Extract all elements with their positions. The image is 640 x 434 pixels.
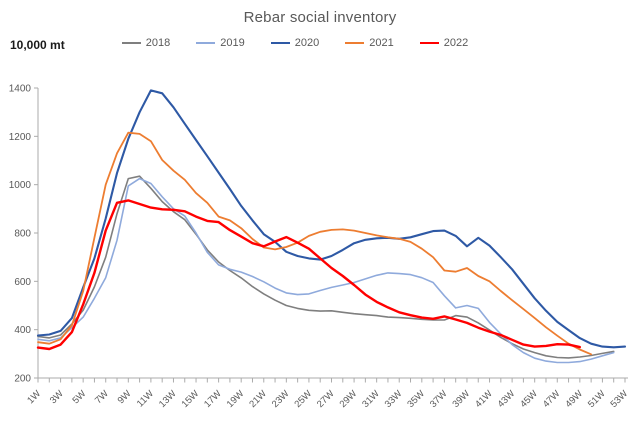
legend-swatch-2018 <box>121 42 141 44</box>
x-tick-label: 25W <box>292 388 314 410</box>
x-tick-label: 49W <box>563 388 585 410</box>
x-tick-label: 29W <box>338 388 360 410</box>
x-tick-label: 17W <box>202 388 224 410</box>
x-tick-label: 13W <box>157 388 179 410</box>
x-tick-label: 35W <box>405 388 427 410</box>
y-tick-label: 400 <box>14 325 31 336</box>
legend-label-2019: 2019 <box>220 37 245 49</box>
legend-label-2018: 2018 <box>145 37 171 49</box>
x-tick-label: 5W <box>70 388 88 406</box>
y-tick-label: 200 <box>14 374 31 385</box>
unit-label: 10,000 mt <box>10 38 65 52</box>
x-tick-label: 15W <box>180 388 202 410</box>
x-tick-label: 43W <box>496 388 518 410</box>
chart-title: Rebar social inventory <box>243 9 397 26</box>
legend-item-2020: 2020 <box>270 37 320 49</box>
legend-item-2022: 2022 <box>419 37 469 49</box>
legend-swatch-2022 <box>419 42 439 44</box>
legend-label-2022: 2022 <box>443 37 469 49</box>
legend-swatch-2019 <box>196 42 216 44</box>
series-line-2021 <box>37 131 592 356</box>
legend-swatch-2021 <box>345 42 365 44</box>
legend-item-2021: 2021 <box>345 37 394 49</box>
x-tick-label: 45W <box>518 388 540 410</box>
x-tick-label: 23W <box>270 388 292 410</box>
legend-label-2020: 2020 <box>294 37 320 49</box>
x-tick-label: 31W <box>360 388 382 410</box>
x-tick-label: 53W <box>609 388 631 410</box>
series-line-2020 <box>36 89 627 349</box>
x-tick-label: 41W <box>473 388 495 410</box>
y-tick-label: 1200 <box>9 132 32 143</box>
x-tick-label: 47W <box>541 388 563 410</box>
y-tick-label: 800 <box>14 229 31 240</box>
legend-label-2021: 2021 <box>369 37 394 49</box>
x-tick-label: 39W <box>450 388 472 410</box>
x-tick-label: 21W <box>247 388 269 410</box>
series-line-2019 <box>37 177 615 364</box>
x-tick-label: 27W <box>315 388 337 410</box>
x-tick-label: 7W <box>93 388 111 406</box>
legend-item-2019: 2019 <box>196 37 245 49</box>
x-tick-label: 33W <box>383 388 405 410</box>
y-tick-label: 1400 <box>9 84 32 95</box>
y-tick-label: 1000 <box>9 180 32 191</box>
series-line-2022 <box>36 199 581 351</box>
legend-swatch-2020 <box>270 42 290 44</box>
x-tick-label: 51W <box>586 388 608 410</box>
y-tick-label: 600 <box>14 277 31 288</box>
x-tick-label: 37W <box>428 388 450 410</box>
series-line-2018 <box>37 175 615 359</box>
x-tick-label: 11W <box>135 388 156 409</box>
legend: 2018 2019 2020 2021 2022 <box>95 37 495 49</box>
x-tick-label: 1W <box>25 388 43 406</box>
x-tick-label: 3W <box>48 388 66 406</box>
x-tick-label: 9W <box>116 388 134 406</box>
legend-item-2018: 2018 <box>121 37 171 49</box>
x-tick-label: 19W <box>225 388 247 410</box>
